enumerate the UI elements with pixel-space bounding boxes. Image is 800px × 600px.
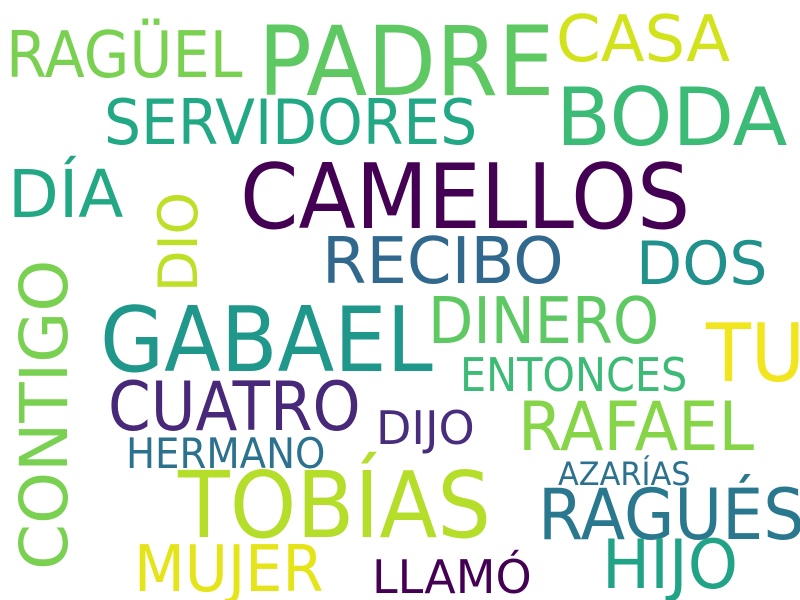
word-rafael: RAFAEL (518, 388, 755, 467)
word-boda: BODA (556, 71, 788, 164)
word-dos: DOS (636, 229, 768, 299)
word-padre: PADRE (258, 6, 555, 118)
word-dia: DÍA (8, 156, 124, 233)
word-tobias: TOBÍAS (178, 452, 491, 559)
word-cuatro: CUATRO (108, 368, 361, 447)
word-mujer: MUJER (134, 533, 324, 600)
word-casa: CASA (556, 3, 731, 77)
word-tu: TU (706, 307, 800, 400)
word-entonces: ENTONCES (460, 348, 688, 402)
word-dinero: DINERO (428, 285, 660, 359)
word-servidores: SERVIDORES (104, 86, 478, 159)
word-contigo: CONTIGO (6, 259, 83, 570)
word-recibo: RECIBO (322, 225, 564, 299)
word-hermano: HERMANO (126, 429, 326, 478)
word-azarias: AZARÍAS (558, 455, 691, 493)
word-gabael: GABAEL (100, 288, 433, 393)
word-hijo: HIJO (602, 526, 739, 600)
word-ragues: RAGUÉS (538, 474, 800, 556)
word-raguel: RAGÜEL (6, 19, 243, 93)
word-camellos: CAMELLOS (240, 145, 691, 250)
word-dio: DIO (147, 191, 210, 292)
word-dijo: DIJO (376, 401, 475, 455)
word-llamo: LLAMÓ (372, 550, 532, 600)
